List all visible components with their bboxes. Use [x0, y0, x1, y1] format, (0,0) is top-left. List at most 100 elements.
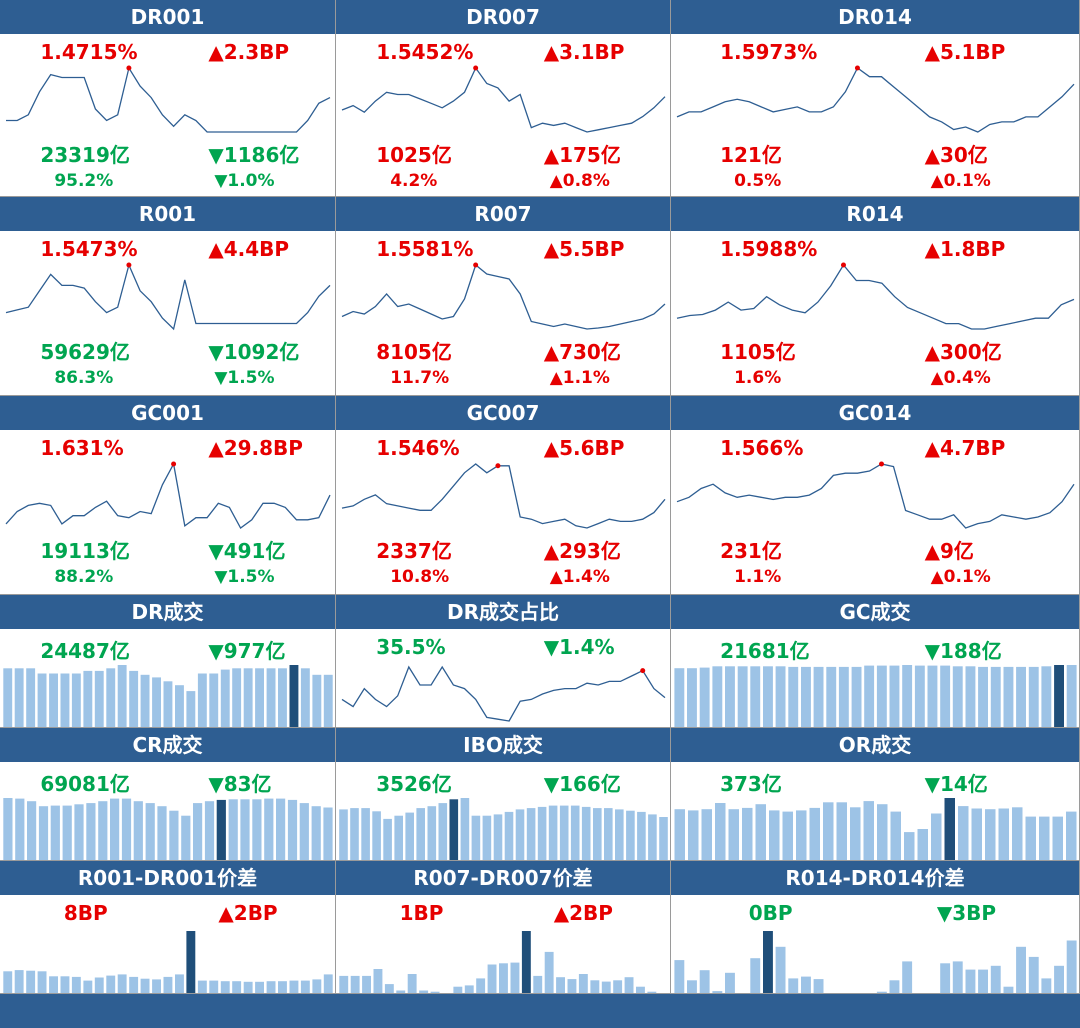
rate-value: 1.5452%: [376, 40, 474, 64]
bar-chart: [3, 665, 333, 727]
volume-change: ▼1.4%: [543, 635, 615, 659]
bar: [71, 673, 81, 727]
bar: [687, 668, 697, 727]
bar: [813, 979, 824, 993]
bar: [985, 809, 996, 860]
bar-chart: [674, 665, 1077, 727]
bar: [312, 979, 322, 993]
bar: [204, 801, 215, 860]
bar: [931, 813, 942, 860]
bar: [289, 980, 299, 993]
bar: [526, 808, 536, 860]
bar: [581, 806, 591, 860]
bar: [278, 668, 287, 727]
bar: [499, 963, 508, 993]
bar-chart: [3, 798, 333, 860]
bar: [940, 665, 951, 727]
share-value: 88.2%: [54, 567, 114, 587]
rate-value: 1.5581%: [376, 237, 474, 261]
line-chart: [341, 463, 666, 529]
bar: [1016, 946, 1026, 993]
bar: [83, 980, 93, 993]
volume-change: ▼491亿: [208, 539, 286, 563]
share-change: ▲0.8%: [549, 171, 610, 191]
bar: [350, 808, 359, 860]
bar: [1041, 978, 1052, 993]
share-value: 1.1%: [734, 567, 782, 587]
rate-change: ▲5.6BP: [543, 436, 625, 460]
panel-DR014: DR014 1.5973% ▲5.1BP 121亿 ▲30亿 0.5% ▲0.1%: [671, 0, 1080, 197]
bar: [1066, 811, 1077, 860]
bar: [453, 986, 463, 993]
series-line: [341, 66, 666, 133]
share-value: 10.8%: [390, 567, 450, 587]
panel-GC014: GC014 1.566% ▲4.7BP 231亿 ▲9亿 1.1% ▲0.1%: [671, 396, 1080, 595]
bar: [615, 809, 624, 860]
bar: [659, 817, 668, 860]
volume-change: ▼1092亿: [208, 340, 300, 364]
rate-change: ▲1.8BP: [924, 237, 1006, 261]
bar: [157, 806, 167, 860]
bar: [763, 931, 773, 993]
bar: [715, 803, 726, 860]
bar: [965, 666, 976, 727]
bar: [782, 811, 793, 860]
bar: [266, 668, 276, 727]
bar: [889, 980, 900, 993]
bar: [471, 815, 481, 860]
bar: [927, 665, 938, 727]
bar: [163, 976, 173, 993]
bar: [533, 975, 543, 993]
panel-title: DR007: [336, 0, 670, 34]
bar: [712, 991, 723, 993]
line-chart: [676, 461, 1075, 529]
bar: [71, 976, 81, 993]
panel-R014: R014 1.5988% ▲1.8BP 1105亿 ▲300亿 1.6% ▲0.4%: [671, 197, 1080, 396]
bar: [220, 981, 230, 993]
bar: [299, 803, 309, 860]
bar: [62, 805, 72, 860]
share-value: 11.7%: [390, 368, 450, 388]
volume-value: 35.5%: [376, 635, 446, 659]
series-line: [676, 463, 1075, 529]
bar: [243, 981, 253, 993]
bar: [133, 801, 143, 860]
bar: [94, 670, 104, 727]
bar: [737, 666, 748, 727]
volume-change: ▼83亿: [208, 772, 272, 796]
bar: [216, 799, 226, 860]
bar: [373, 969, 383, 993]
bar: [796, 810, 807, 860]
series-line: [676, 263, 1075, 330]
bar: [86, 803, 96, 860]
bar: [37, 673, 47, 727]
panel-title: R001-DR001价差: [0, 861, 335, 895]
bar: [50, 805, 60, 860]
bar: [850, 807, 861, 860]
rate-value: 1.631%: [40, 436, 124, 460]
volume-change: ▼14亿: [924, 772, 988, 796]
bar-chart: [3, 931, 333, 993]
line-chart: [341, 262, 666, 330]
series-line: [6, 66, 331, 133]
bar: [978, 969, 988, 993]
bar: [396, 990, 406, 993]
bar: [394, 815, 403, 860]
volume-change: ▼166亿: [543, 772, 621, 796]
peak-point: [126, 262, 132, 268]
rate-change: ▲5.5BP: [543, 237, 625, 261]
bar-chart: [674, 931, 1077, 993]
bar: [1003, 666, 1014, 727]
volume-value: 59629亿: [40, 340, 130, 364]
bar: [570, 805, 580, 860]
bar: [98, 801, 108, 860]
bar: [801, 666, 811, 727]
bar: [1041, 666, 1052, 727]
bar: [940, 963, 951, 993]
bar: [49, 976, 58, 993]
bar: [140, 978, 150, 993]
bar: [323, 674, 333, 727]
panel-DR成交: DR成交 24487亿 ▼977亿: [0, 595, 336, 728]
bar: [3, 668, 13, 727]
panel-DR007: DR007 1.5452% ▲3.1BP 1025亿 ▲175亿 4.2% ▲0.8%: [336, 0, 671, 197]
